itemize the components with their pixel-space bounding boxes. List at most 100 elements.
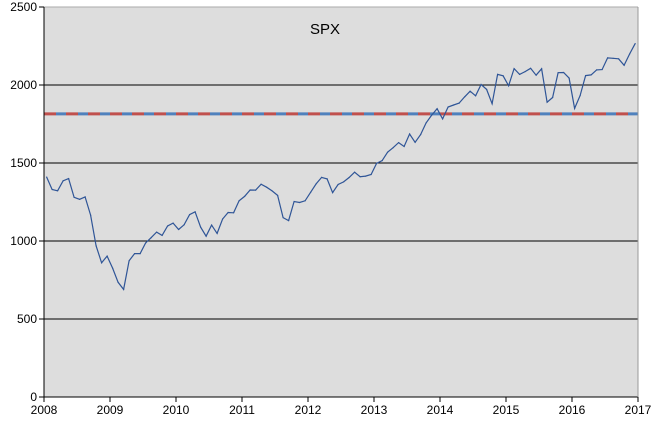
- data-point: [95, 245, 97, 247]
- data-point: [46, 176, 48, 178]
- data-point: [244, 195, 246, 197]
- data-point: [381, 160, 383, 162]
- data-point: [442, 118, 444, 120]
- x-tick-label: 2012: [295, 403, 322, 417]
- data-point: [557, 72, 559, 74]
- data-point: [458, 102, 460, 104]
- data-point: [73, 196, 75, 198]
- data-point: [447, 106, 449, 108]
- data-point: [596, 69, 598, 71]
- data-point: [233, 212, 235, 214]
- data-point: [161, 234, 163, 236]
- y-tick-label: 2500: [10, 0, 37, 14]
- data-point: [568, 77, 570, 79]
- data-point: [343, 181, 345, 183]
- data-point: [535, 74, 537, 76]
- data-point: [623, 64, 625, 66]
- data-point: [634, 43, 636, 45]
- data-point: [178, 228, 180, 231]
- y-tick-label: 2000: [10, 78, 37, 92]
- data-point: [348, 176, 350, 179]
- x-tick-label: 2016: [559, 403, 586, 417]
- data-point: [227, 211, 229, 214]
- y-tick-label: 1500: [10, 156, 37, 170]
- data-point: [145, 242, 147, 244]
- data-point: [112, 267, 114, 269]
- data-point: [365, 175, 367, 177]
- data-point: [398, 141, 400, 144]
- data-point: [51, 188, 53, 191]
- data-point: [337, 183, 339, 186]
- data-point: [359, 176, 361, 178]
- x-tick-label: 2009: [97, 403, 124, 417]
- chart-title: SPX: [310, 21, 340, 38]
- data-point: [403, 145, 405, 148]
- data-point: [106, 255, 108, 257]
- data-point: [172, 222, 174, 224]
- data-point: [629, 53, 631, 55]
- spx-series-line: [46, 43, 636, 291]
- data-point: [524, 70, 526, 73]
- y-tick-label: 1000: [10, 234, 37, 248]
- data-point: [288, 219, 290, 222]
- data-point: [189, 214, 191, 216]
- data-point: [260, 183, 262, 185]
- data-point: [453, 104, 455, 106]
- data-point: [612, 57, 614, 59]
- data-point: [590, 74, 592, 76]
- data-point: [546, 101, 548, 103]
- data-point: [68, 178, 70, 180]
- data-point: [392, 147, 394, 149]
- data-point: [84, 196, 86, 198]
- y-tick-label: 0: [30, 390, 37, 404]
- x-tick-label: 2011: [229, 403, 255, 417]
- data-point: [304, 200, 306, 202]
- data-point: [101, 262, 103, 264]
- data-point: [502, 75, 504, 77]
- data-point: [271, 190, 273, 192]
- data-point: [205, 235, 207, 237]
- data-point: [326, 178, 328, 180]
- data-point: [332, 192, 334, 194]
- data-point: [183, 224, 185, 226]
- data-point: [469, 90, 471, 92]
- data-point: [249, 189, 251, 191]
- data-point: [200, 226, 202, 228]
- data-point: [211, 224, 213, 226]
- data-point: [117, 281, 119, 283]
- data-point: [238, 200, 240, 202]
- data-point: [579, 95, 581, 97]
- data-point: [216, 232, 218, 234]
- data-point: [409, 133, 411, 135]
- data-point: [222, 218, 224, 220]
- data-point: [486, 88, 488, 90]
- x-tick-label: 2014: [427, 403, 454, 417]
- data-point: [321, 176, 323, 178]
- data-point: [266, 186, 268, 188]
- data-point: [62, 180, 64, 182]
- data-point: [90, 214, 92, 216]
- data-point: [299, 201, 301, 204]
- data-point: [277, 194, 279, 197]
- data-point: [387, 151, 389, 153]
- data-point: [139, 253, 141, 255]
- data-point: [293, 200, 295, 203]
- x-tick-label: 2010: [163, 403, 190, 417]
- plot-area: [44, 7, 638, 397]
- y-tick-label: 500: [17, 312, 37, 326]
- data-point: [123, 288, 125, 290]
- data-point: [601, 68, 603, 71]
- data-point: [370, 173, 372, 176]
- data-point: [134, 253, 136, 255]
- data-point: [425, 122, 427, 124]
- data-point: [167, 225, 169, 227]
- data-point: [480, 83, 482, 86]
- data-point: [150, 237, 152, 239]
- data-point: [513, 68, 515, 70]
- data-point: [464, 96, 466, 98]
- data-point: [585, 75, 587, 77]
- data-point: [508, 85, 510, 87]
- data-point: [194, 211, 196, 213]
- data-point: [128, 260, 130, 262]
